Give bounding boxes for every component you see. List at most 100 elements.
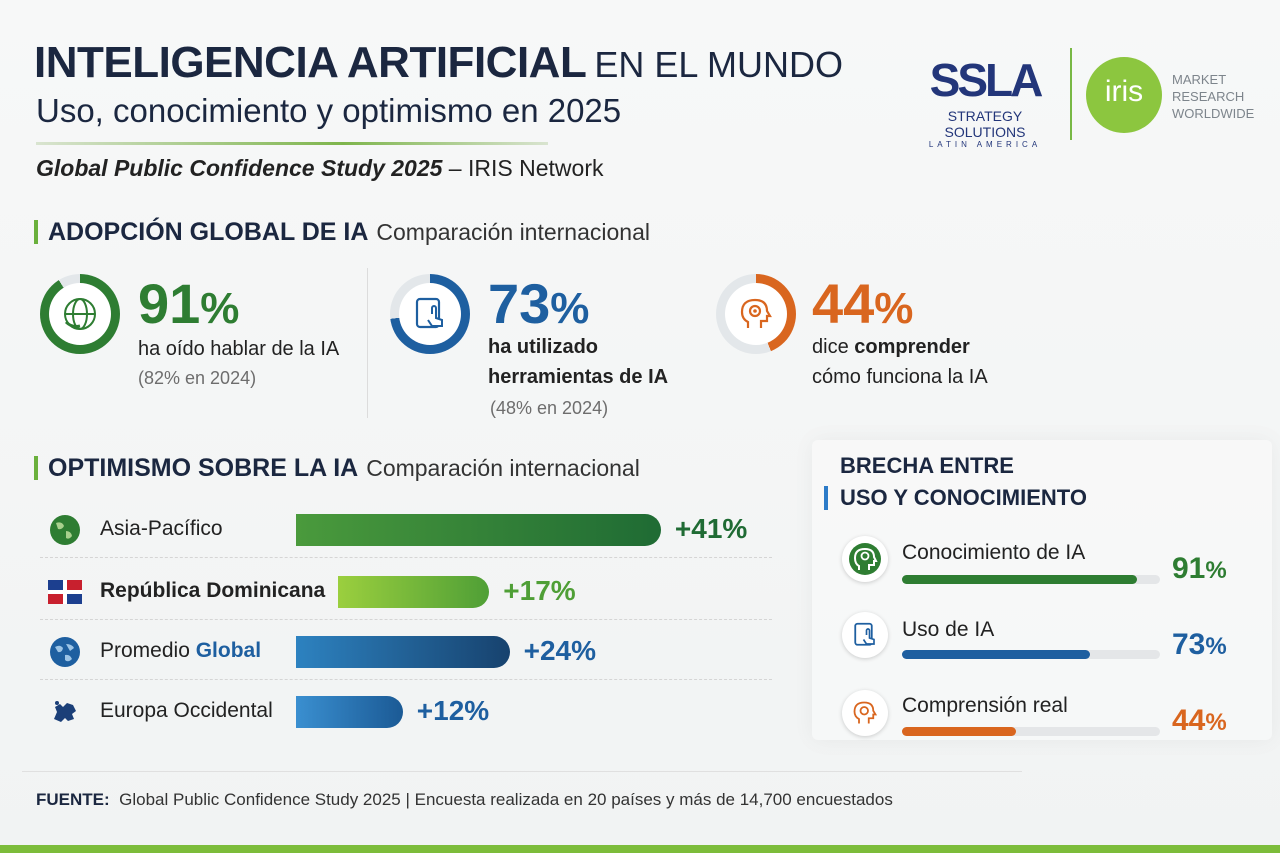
gap-number: 44 (1172, 704, 1206, 737)
gap-value-understanding: 44% (1172, 704, 1227, 738)
bar-category-label: Europa Occidental (100, 699, 273, 722)
kpi-divider (367, 268, 368, 418)
kpi-label-line1: ha utilizado (488, 336, 598, 358)
footer-label: FUENTE: (36, 790, 110, 809)
gap-label-understanding: Comprensión real (902, 694, 1068, 717)
row-separator (40, 619, 772, 620)
head-gear-icon (842, 690, 888, 736)
kpi-ring-understanding (716, 274, 796, 354)
title-bold: INTELIGENCIA ARTIFICIAL (34, 38, 587, 87)
kpi-label-line2: cómo funciona la IA (812, 366, 988, 388)
kpi-label-pre: dice (812, 336, 855, 358)
kpi-label-usage: ha utilizado herramientas de IA (488, 332, 668, 392)
europe-map-icon (48, 695, 82, 729)
bar (296, 636, 510, 668)
ssla-mark: SSLA (929, 54, 1044, 106)
bar-value-label: +41% (674, 513, 748, 544)
study-org: IRIS Network (468, 155, 604, 181)
source-footer: FUENTE: Global Public Confidence Study 2… (36, 790, 893, 810)
kpi-unit: % (200, 284, 240, 333)
gap-value-usage: 73% (1172, 628, 1227, 662)
bar-value-label: +24% (523, 635, 596, 666)
kpi-value-awareness: 91% (138, 274, 239, 339)
logo-divider (1070, 48, 1072, 140)
gap-unit: % (1205, 709, 1227, 736)
kpi-ring-usage (390, 274, 470, 354)
gap-fill-understanding (902, 727, 1016, 736)
gap-unit: % (1205, 557, 1227, 584)
gap-label-knowledge: Conocimiento de IA (902, 541, 1086, 564)
tablet-touch-icon (399, 283, 461, 345)
section-marker (34, 456, 38, 480)
kpi-number: 44 (812, 272, 875, 335)
iris-line1: MARKET (1172, 72, 1227, 87)
gap-title-line1: BRECHA ENTRE (840, 453, 1014, 478)
gap-title-marker (824, 486, 828, 510)
kpi-label-understanding: dice comprender cómo funciona la IA (812, 332, 988, 392)
bar (338, 576, 490, 608)
page-subtitle: Uso, conocimiento y optimismo en 2025 (36, 92, 622, 129)
kpi-note-usage: (48% en 2024) (490, 398, 609, 418)
kpi-ring-awareness (40, 274, 120, 354)
optimism-heading: OPTIMISMO SOBRE LA IA Comparación interna… (34, 454, 640, 483)
gap-number: 91 (1172, 552, 1206, 585)
footer-divider (22, 771, 1022, 772)
kpi-label-bold: comprender (854, 336, 970, 358)
adoption-heading: ADOPCIÓN GLOBAL DE IA Comparación interna… (34, 218, 650, 247)
adoption-subtitle: Comparación internacional (376, 219, 650, 245)
kpi-label-line1: dice comprender (812, 332, 988, 362)
tablet-touch-icon (842, 612, 888, 658)
gap-label-usage: Uso de IA (902, 618, 995, 641)
kpi-note-awareness: (82% en 2024) (138, 368, 257, 388)
kpi-label-awareness: ha oído hablar de la IA (138, 338, 340, 360)
iris-line2: RESEARCH (1172, 89, 1245, 104)
bar-category-label: República Dominicana (100, 579, 326, 602)
gap-fill-knowledge (902, 575, 1137, 584)
gap-value-knowledge: 91% (1172, 552, 1227, 586)
gap-track-usage (902, 650, 1160, 659)
flag-dominican-icon (48, 575, 82, 609)
kpi-value-understanding: 44% (812, 274, 913, 339)
kpi-unit: % (874, 284, 914, 333)
gap-track-understanding (902, 727, 1160, 736)
gap-title: BRECHA ENTRE USO Y CONOCIMIENTO (824, 450, 1087, 514)
bar-value-label: +12% (416, 695, 490, 726)
iris-logo: iris (1086, 57, 1162, 133)
iris-line3: WORLDWIDE (1172, 106, 1255, 121)
gap-panel (812, 440, 1272, 740)
study-line: Global Public Confidence Study 2025 – IR… (36, 155, 603, 182)
optimism-subtitle: Comparación internacional (366, 455, 640, 481)
kpi-value-usage: 73% (488, 274, 589, 339)
globe-asia-icon (48, 513, 82, 547)
gap-track-knowledge (902, 575, 1160, 584)
bar-value-label: +17% (503, 575, 576, 606)
study-sep: – (442, 155, 468, 181)
head-idea-icon (842, 536, 888, 582)
row-separator (40, 679, 772, 680)
bottom-band (0, 845, 1280, 853)
globe-hand-icon (49, 283, 111, 345)
kpi-unit: % (550, 284, 590, 333)
title-light: EN EL MUNDO (594, 44, 844, 85)
gap-fill-usage (902, 650, 1091, 659)
head-gear-icon (725, 283, 787, 345)
ssla-line1: STRATEGY SOLUTIONS (944, 108, 1026, 140)
kpi-number: 73 (488, 272, 551, 335)
bar-category-label: Asia-Pacífico (100, 517, 223, 540)
globe-icon (48, 635, 82, 669)
bar-category-label: Promedio Global (100, 639, 262, 662)
ssla-line2: LATIN AMERICA (928, 140, 1042, 149)
header-divider (36, 142, 548, 145)
page-title: INTELIGENCIA ARTIFICIAL EN EL MUNDO (34, 38, 843, 88)
kpi-label-line2: herramientas de IA (488, 366, 669, 388)
gap-number: 73 (1172, 628, 1206, 661)
section-marker (34, 220, 38, 244)
kpi-number: 91 (138, 272, 201, 335)
adoption-title: ADOPCIÓN GLOBAL DE IA (48, 218, 369, 246)
gap-unit: % (1205, 633, 1227, 660)
study-name: Global Public Confidence Study 2025 (36, 155, 443, 181)
gap-title-line2: USO Y CONOCIMIENTO (840, 485, 1087, 510)
bar (296, 696, 403, 728)
ssla-logo: SSLA STRATEGY SOLUTIONS LATIN AMERICA (912, 54, 1058, 149)
row-separator (40, 557, 772, 558)
